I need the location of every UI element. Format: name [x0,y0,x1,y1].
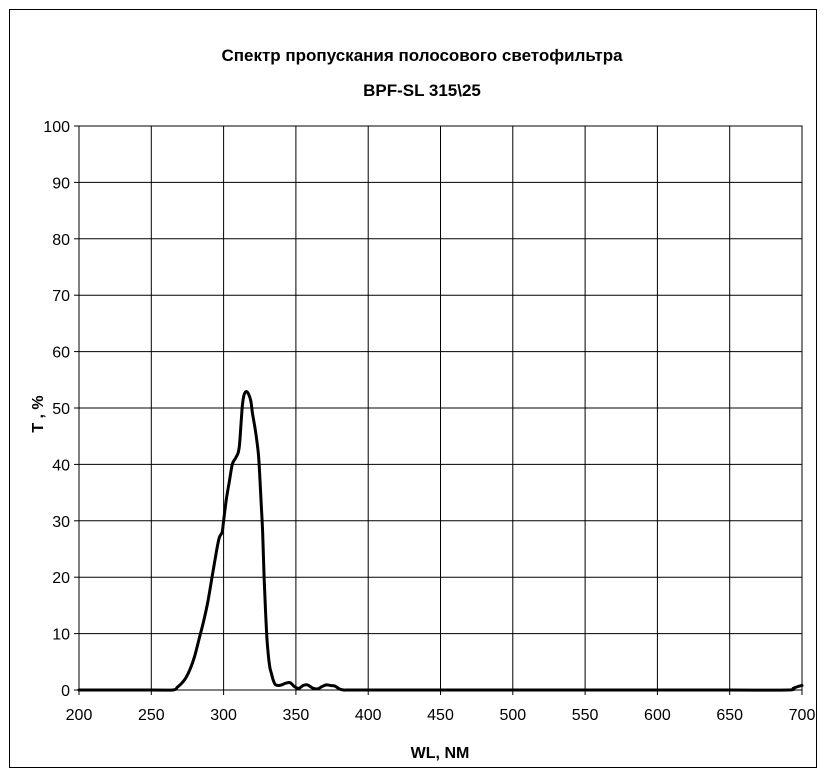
chart-frame: Спектр пропускания полосового светофильт… [9,9,817,768]
x-axis-title: WL, NM [411,745,470,762]
y-tick-label: 80 [52,232,70,249]
x-tick-label: 300 [210,707,237,724]
y-tick-label: 40 [52,457,70,474]
y-tick-label: 70 [52,288,70,305]
y-tick-label: 30 [52,514,70,531]
y-tick-label: 50 [52,401,70,418]
x-tick-label: 500 [499,707,526,724]
transmission-chart: Спектр пропускания полосового светофильт… [30,46,815,762]
x-tick-label: 250 [138,707,165,724]
x-tick-label: 600 [644,707,671,724]
y-axis-title: T , % [30,395,47,432]
chart-title: Спектр пропускания полосового светофильт… [221,46,623,65]
x-tick-label: 350 [283,707,310,724]
x-tick-label: 700 [789,707,816,724]
chart-subtitle: BPF-SL 315\25 [363,81,481,100]
y-tick-label: 10 [52,627,70,644]
x-tick-label: 650 [716,707,743,724]
series-line-transmission [77,390,804,692]
x-tick-label: 450 [427,707,454,724]
x-tick-label: 550 [572,707,599,724]
y-tick-label: 60 [52,345,70,362]
tick-label-layer: 200 250 300 350 400 450 500 550 600 650 700 0 10 20 30… [43,119,815,724]
y-tick-label: 100 [43,119,70,136]
y-tick-label: 0 [61,683,70,700]
y-tick-label: 20 [52,570,70,587]
x-tick-label: 400 [355,707,382,724]
y-tick-label: 90 [52,175,70,192]
x-tick-label: 200 [66,707,93,724]
grid-layer [74,125,803,695]
